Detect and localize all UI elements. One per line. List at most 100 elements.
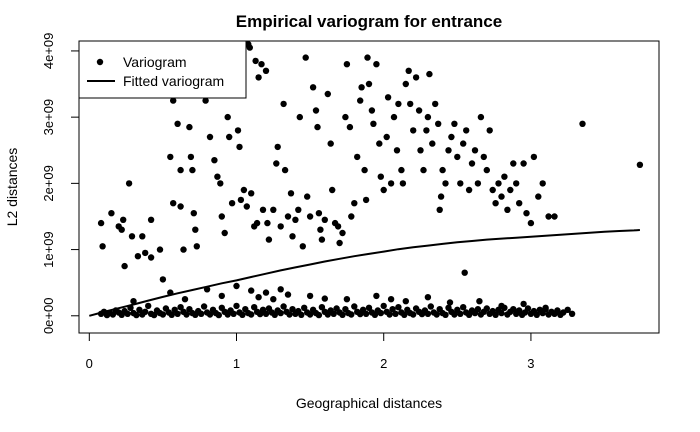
variogram-point [395,100,402,108]
variogram-point [270,206,277,213]
variogram-point [392,310,399,317]
variogram-point [386,311,393,318]
variogram-point [387,296,395,303]
variogram-point [296,113,303,121]
variogram-point [202,97,209,104]
variogram-point [200,303,208,310]
legend-label-variogram: Variogram [123,54,187,70]
variogram-point [270,296,277,303]
variogram-point [377,309,384,317]
y-axis-title: L2 distances [4,148,20,227]
variogram-point [389,306,396,313]
x-tick-label: 0 [86,356,93,371]
variogram-point [120,216,127,223]
x-tick-label: 3 [527,356,534,371]
variogram-point [377,173,384,180]
variogram-point [336,239,343,247]
variogram-point [309,84,317,91]
variogram-point [395,304,402,311]
variogram-point [239,311,246,318]
variogram-point [329,186,336,194]
variogram-point [354,153,361,161]
variogram-point [264,219,271,227]
variogram-point [380,302,387,310]
variogram-point [286,311,293,318]
variogram-point [348,311,355,318]
variogram-point [457,180,464,187]
variogram-point [423,127,430,134]
variogram-point [130,298,137,305]
variogram-point [527,219,535,227]
variogram-point [124,310,131,317]
variogram-point [551,213,558,220]
variogram-point [398,166,405,174]
variogram-point [147,254,155,261]
variogram-point [289,233,296,240]
variogram-point [159,276,167,283]
variogram-point [510,306,517,313]
variogram-point [433,311,440,318]
variogram-point [454,153,461,161]
y-axis: 0e+00 1e+09 2e+09 3e+09 4e+09 [41,33,80,334]
variogram-point [424,294,432,301]
variogram-point [214,173,221,180]
variogram-point [321,216,328,223]
variogram-point [448,133,455,141]
variogram-point [507,186,514,194]
variogram-point [351,303,358,310]
variogram-point [483,305,490,312]
variogram-point [237,196,245,204]
variogram-point [289,306,296,313]
variogram-point [492,200,499,207]
y-tick-label: 2e+09 [41,165,56,202]
variogram-point [373,60,380,68]
variogram-point [174,310,181,317]
variogram-point [368,107,376,114]
variogram-point [233,302,240,310]
variogram-point [426,70,433,78]
variogram-point [108,210,115,217]
variogram-point [174,120,181,128]
variogram-point [579,120,586,128]
variogram-point [498,193,505,200]
variogram-point [524,305,532,312]
variogram-point [211,157,218,164]
variogram-point [474,180,482,187]
fitted-variogram-line [89,229,640,317]
variogram-point [446,299,454,306]
variogram-point [420,166,427,174]
variogram-point [468,160,476,167]
variogram-point [361,166,368,174]
variogram-point [495,180,502,187]
variogram-point [292,216,299,223]
variogram-point [147,216,155,223]
variogram-point [150,311,158,319]
variogram-point [170,200,177,207]
variogram-point [564,306,571,313]
variogram-point [405,67,412,75]
variogram-point [262,289,270,296]
variogram-point [99,243,106,250]
variogram-point [277,286,284,293]
variogram-point [265,236,273,243]
variogram-point [177,166,184,174]
variogram-point [370,120,377,128]
variogram-point [226,133,233,141]
variogram-point [145,302,152,310]
variogram-point [451,311,458,318]
variogram-point [287,190,295,197]
variogram-point [295,206,302,213]
variogram-point [177,304,184,311]
variogram-point [346,123,354,131]
variogram-point [390,113,398,121]
variogram-point [474,306,482,313]
variogram-point [330,310,337,317]
variogram-point [277,309,284,317]
y-tick-label: 3e+09 [41,99,56,136]
variogram-point [134,253,142,260]
variogram-point [230,310,237,317]
variogram-point [520,300,527,308]
variogram-point [365,304,373,311]
variogram-point [343,296,351,303]
variogram-point [348,213,355,220]
